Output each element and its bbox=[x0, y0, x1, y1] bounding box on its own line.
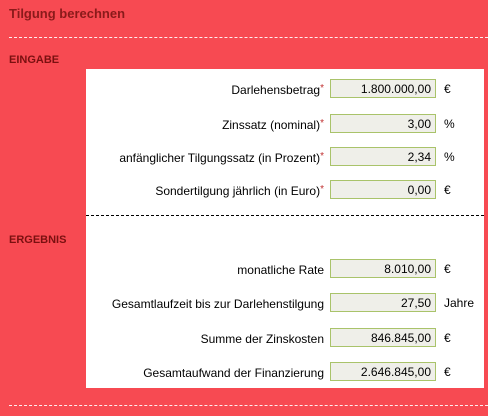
page-title: Tilgung berechnen bbox=[9, 6, 126, 21]
unit-monatliche-rate: € bbox=[444, 262, 451, 276]
label-tilgungssatz: anfänglicher Tilgungssatz (in Prozent)* bbox=[119, 151, 324, 165]
section-heading-ergebnis: ERGEBNIS bbox=[9, 234, 67, 246]
label-zinskosten: Summe der Zinskosten bbox=[200, 332, 324, 346]
required-marker: * bbox=[320, 184, 324, 195]
label-monatliche-rate: monatliche Rate bbox=[237, 263, 324, 277]
label-darlehensbetrag: Darlehensbetrag* bbox=[231, 83, 324, 97]
section-divider bbox=[86, 215, 484, 216]
unit-gesamtlaufzeit: Jahre bbox=[444, 296, 475, 310]
calculator-panel: Darlehensbetrag* 1.800.000,00 € Zinssatz… bbox=[86, 69, 484, 388]
label-zinssatz: Zinssatz (nominal)* bbox=[222, 118, 324, 132]
input-row-tilgungssatz: anfänglicher Tilgungssatz (in Prozent)* … bbox=[86, 147, 484, 168]
label-gesamtlaufzeit: Gesamtlaufzeit bis zur Darlehenstilgung bbox=[111, 297, 324, 311]
zinskosten-field[interactable]: 846.845,00 bbox=[330, 328, 436, 347]
input-row-darlehensbetrag: Darlehensbetrag* 1.800.000,00 € bbox=[86, 79, 484, 100]
required-marker: * bbox=[320, 83, 324, 94]
result-row-gesamtaufwand: Gesamtaufwand der Finanzierung 2.646.845… bbox=[86, 362, 484, 383]
input-row-sondertilgung: Sondertilgung jährlich (in Euro)* 0,00 € bbox=[86, 180, 484, 201]
unit-zinssatz: % bbox=[444, 117, 455, 131]
input-row-zinssatz: Zinssatz (nominal)* 3,00 % bbox=[86, 114, 484, 135]
result-row-gesamtlaufzeit: Gesamtlaufzeit bis zur Darlehenstilgung … bbox=[86, 293, 484, 314]
result-row-zinskosten: Summe der Zinskosten 846.845,00 € bbox=[86, 328, 484, 349]
unit-gesamtaufwand: € bbox=[444, 365, 451, 379]
darlehensbetrag-input[interactable]: 1.800.000,00 bbox=[330, 79, 436, 98]
unit-sondertilgung: € bbox=[444, 183, 451, 197]
monatliche-rate-field[interactable]: 8.010,00 bbox=[330, 259, 436, 278]
section-heading-eingabe: EINGABE bbox=[9, 54, 60, 66]
unit-darlehensbetrag: € bbox=[444, 82, 451, 96]
divider-bottom bbox=[9, 405, 488, 406]
gesamtaufwand-field[interactable]: 2.646.845,00 bbox=[330, 362, 436, 381]
tilgungssatz-input[interactable]: 2,34 bbox=[330, 147, 436, 166]
unit-tilgungssatz: % bbox=[444, 150, 455, 164]
unit-zinskosten: € bbox=[444, 331, 451, 345]
required-marker: * bbox=[320, 118, 324, 129]
gesamtlaufzeit-field[interactable]: 27,50 bbox=[330, 293, 436, 312]
result-row-monatliche-rate: monatliche Rate 8.010,00 € bbox=[86, 259, 484, 280]
label-gesamtaufwand: Gesamtaufwand der Finanzierung bbox=[143, 366, 324, 380]
sondertilgung-input[interactable]: 0,00 bbox=[330, 180, 436, 199]
zinssatz-input[interactable]: 3,00 bbox=[330, 114, 436, 133]
required-marker: * bbox=[320, 151, 324, 162]
label-sondertilgung: Sondertilgung jährlich (in Euro)* bbox=[155, 184, 324, 198]
divider-top bbox=[9, 37, 488, 38]
